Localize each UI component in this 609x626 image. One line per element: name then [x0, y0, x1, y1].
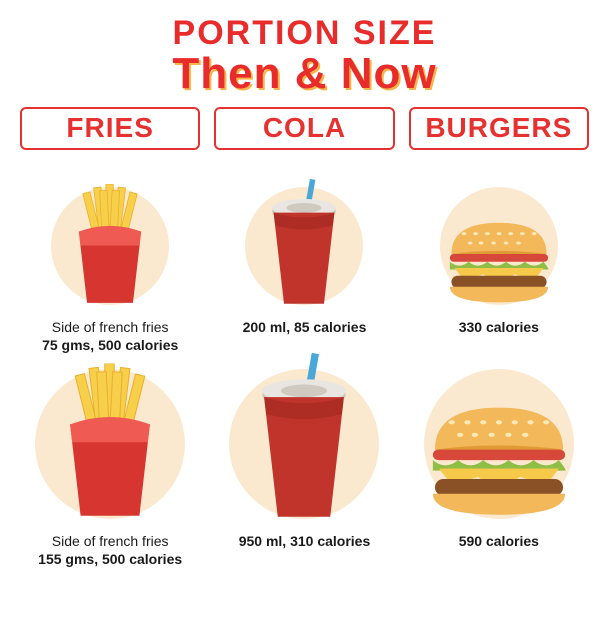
fries-now-caption: Side of french fries 155 gms, 500 calori…	[38, 533, 182, 569]
row-then: Side of french fries 75 gms, 500 calorie…	[20, 158, 589, 355]
row-now: Side of french fries 155 gms, 500 calori…	[20, 357, 589, 569]
cola-then-caption: 200 ml, 85 calories	[243, 319, 367, 355]
cola-icon	[214, 357, 394, 527]
header-burgers: BURGERS	[409, 107, 589, 150]
cola-icon	[214, 158, 394, 313]
fries-then: Side of french fries 75 gms, 500 calorie…	[20, 158, 200, 355]
burger-now-caption: 590 calories	[459, 533, 539, 569]
fries-then-caption: Side of french fries 75 gms, 500 calorie…	[42, 319, 178, 355]
burger-then: 330 calories	[409, 158, 589, 355]
cola-then: 200 ml, 85 calories	[214, 158, 394, 355]
title-line-1: PORTION SIZE	[173, 14, 437, 53]
burger-then-caption: 330 calories	[459, 319, 539, 355]
header-cola: COLA	[214, 107, 394, 150]
cola-now-caption: 950 ml, 310 calories	[239, 533, 371, 569]
fries-now: Side of french fries 155 gms, 500 calori…	[20, 357, 200, 569]
cola-now: 950 ml, 310 calories	[214, 357, 394, 569]
fries-icon	[20, 158, 200, 313]
burger-icon	[409, 158, 589, 313]
burger-icon	[409, 357, 589, 527]
fries-icon	[20, 357, 200, 527]
header-fries: FRIES	[20, 107, 200, 150]
title-line-2: Then & Now	[172, 49, 436, 99]
burger-now: 590 calories	[409, 357, 589, 569]
column-headers: FRIES COLA BURGERS	[20, 107, 589, 150]
